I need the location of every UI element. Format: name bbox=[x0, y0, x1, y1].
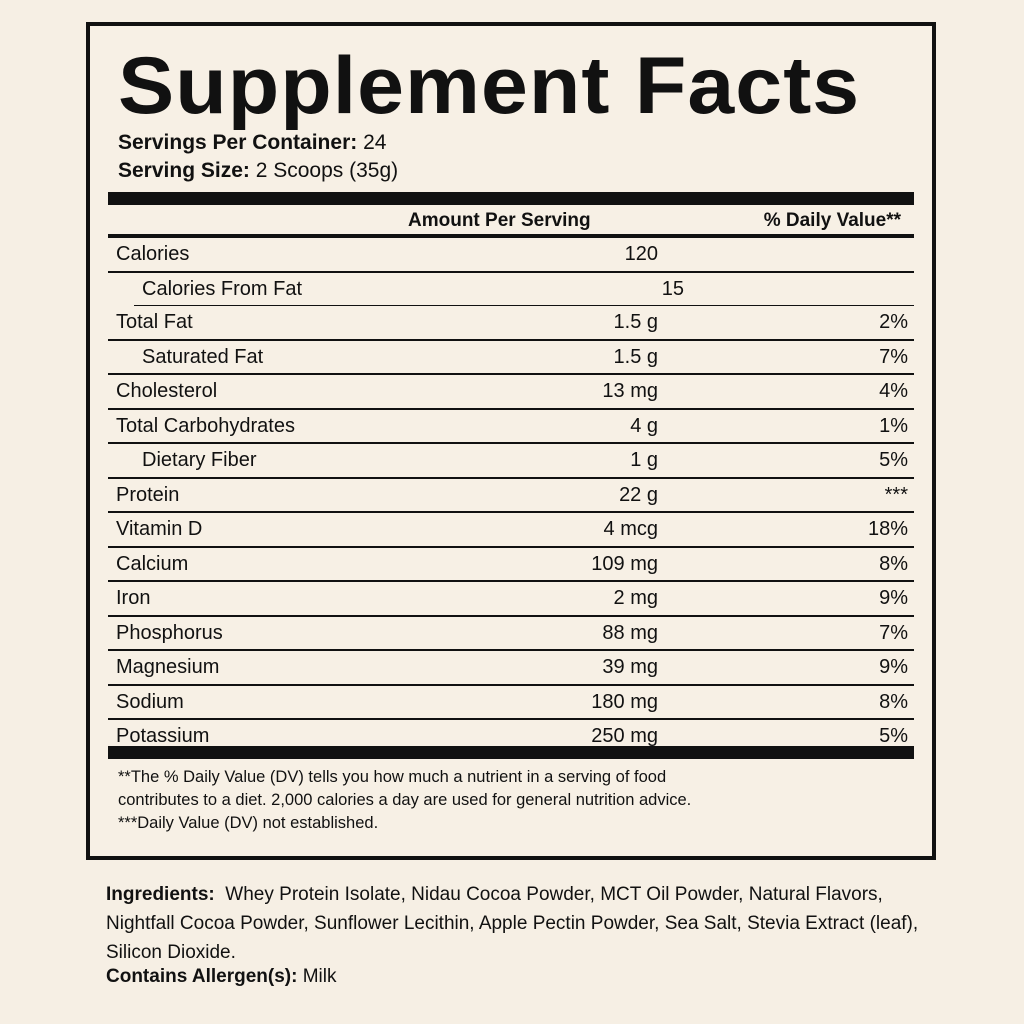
servings-per-container-value: 24 bbox=[363, 131, 387, 154]
nutrient-label: Potassium bbox=[116, 725, 210, 747]
nutrient-row: Iron 2 mg 9% bbox=[108, 582, 914, 617]
nutrient-label: Total Carbohydrates bbox=[116, 414, 295, 437]
nutrient-amount: 2 mg bbox=[613, 587, 658, 609]
nutrient-row: Vitamin D 4 mcg 18% bbox=[108, 513, 914, 548]
nutrient-dv: 2% bbox=[879, 311, 908, 333]
nutrient-amount: 1.5 g bbox=[613, 345, 658, 368]
thick-divider-bottom bbox=[108, 746, 914, 759]
nutrient-label: Dietary Fiber bbox=[142, 449, 257, 471]
servings-per-container-label: Servings Per Container: bbox=[118, 131, 358, 154]
nutrient-dv: 5% bbox=[879, 449, 908, 471]
header-divider bbox=[108, 234, 914, 238]
nutrient-amount: 39 mg bbox=[602, 656, 658, 678]
nutrient-label: Cholesterol bbox=[116, 380, 218, 402]
nutrient-amount: 109 mg bbox=[591, 552, 658, 575]
nutrient-amount: 15 bbox=[661, 277, 684, 300]
nutrient-row: Calories From Fat 15 bbox=[134, 273, 914, 306]
nutrient-label: Iron bbox=[116, 587, 151, 609]
nutrient-amount: 1.5 g bbox=[613, 311, 658, 333]
nutrient-row: Total Carbohydrates 4 g 1% bbox=[108, 410, 914, 444]
allergens-label: Contains Allergen(s): bbox=[106, 966, 298, 987]
nutrient-label: Saturated Fat bbox=[142, 345, 264, 368]
nutrient-amount: 180 mg bbox=[591, 690, 658, 713]
nutrient-dv: 5% bbox=[879, 725, 908, 747]
nutrient-amount: 4 mcg bbox=[603, 518, 658, 540]
nutrient-row: Protein 22 g *** bbox=[108, 479, 914, 513]
supplement-facts-panel: Supplement Facts Servings Per Container:… bbox=[86, 22, 936, 860]
nutrient-row: Potassium 250 mg 5% bbox=[108, 720, 914, 753]
nutrient-label: Total Fat bbox=[116, 311, 193, 333]
nutrient-table: Calories 120 Calories From Fat 15 Total … bbox=[108, 238, 914, 753]
nutrient-label: Sodium bbox=[116, 690, 184, 713]
nutrient-row: Calories 120 bbox=[108, 238, 914, 273]
amount-per-serving-header: Amount Per Serving bbox=[408, 210, 591, 231]
nutrient-dv: 1% bbox=[879, 414, 908, 437]
panel-title: Supplement Facts bbox=[118, 41, 861, 131]
nutrient-amount: 22 g bbox=[619, 483, 658, 506]
nutrient-row: Magnesium 39 mg 9% bbox=[108, 651, 914, 686]
nutrient-row: Dietary Fiber 1 g 5% bbox=[108, 444, 914, 479]
footnotes: **The % Daily Value (DV) tells you how m… bbox=[118, 766, 738, 835]
nutrient-row: Phosphorus 88 mg 7% bbox=[108, 617, 914, 651]
ingredients: Ingredients: Whey Protein Isolate, Nidau… bbox=[106, 880, 926, 967]
nutrient-label: Vitamin D bbox=[116, 518, 203, 540]
nutrient-dv: 18% bbox=[867, 518, 908, 540]
nutrient-amount: 250 mg bbox=[591, 725, 658, 747]
thick-divider-top bbox=[108, 192, 914, 205]
nutrient-row: Total Fat 1.5 g 2% bbox=[108, 306, 914, 341]
nutrient-label: Calories bbox=[116, 243, 190, 265]
nutrient-dv: 8% bbox=[879, 552, 908, 575]
nutrient-row: Sodium 180 mg 8% bbox=[108, 686, 914, 720]
nutrient-label: Magnesium bbox=[116, 656, 220, 678]
nutrient-row: Cholesterol 13 mg 4% bbox=[108, 375, 914, 410]
nutrient-dv: 7% bbox=[879, 345, 908, 368]
serving-size-label: Serving Size: bbox=[118, 159, 250, 182]
nutrient-label: Calories From Fat bbox=[142, 277, 303, 300]
nutrient-row: Saturated Fat 1.5 g 7% bbox=[108, 341, 914, 375]
serving-size: Serving Size: 2 Scoops (35g) bbox=[118, 159, 398, 183]
allergens-value: Milk bbox=[302, 966, 337, 987]
nutrient-amount: 88 mg bbox=[602, 621, 658, 644]
nutrient-label: Phosphorus bbox=[116, 621, 223, 644]
nutrient-dv: *** bbox=[884, 483, 908, 506]
allergens: Contains Allergen(s): Milk bbox=[106, 966, 336, 988]
nutrient-label: Protein bbox=[116, 483, 180, 506]
nutrient-dv: 4% bbox=[879, 380, 908, 402]
nutrient-dv: 8% bbox=[879, 690, 908, 713]
ingredients-label: Ingredients: bbox=[106, 884, 215, 905]
dv-not-established-footnote: ***Daily Value (DV) not established. bbox=[118, 814, 379, 832]
nutrient-row: Calcium 109 mg 8% bbox=[108, 548, 914, 582]
nutrient-amount: 120 bbox=[624, 243, 658, 265]
nutrient-dv: 9% bbox=[879, 587, 908, 609]
nutrient-amount: 4 g bbox=[630, 414, 658, 437]
nutrient-amount: 13 mg bbox=[602, 380, 658, 402]
nutrient-dv: 9% bbox=[879, 656, 908, 678]
nutrient-label: Calcium bbox=[116, 552, 189, 575]
servings-per-container: Servings Per Container: 24 bbox=[118, 131, 386, 155]
ingredients-text: Whey Protein Isolate, Nidau Cocoa Powder… bbox=[106, 884, 919, 963]
daily-value-header: % Daily Value** bbox=[763, 210, 901, 231]
nutrient-dv: 7% bbox=[879, 621, 908, 644]
serving-size-value: 2 Scoops (35g) bbox=[255, 159, 399, 182]
nutrient-amount: 1 g bbox=[630, 449, 658, 471]
daily-value-footnote: **The % Daily Value (DV) tells you how m… bbox=[118, 768, 692, 809]
